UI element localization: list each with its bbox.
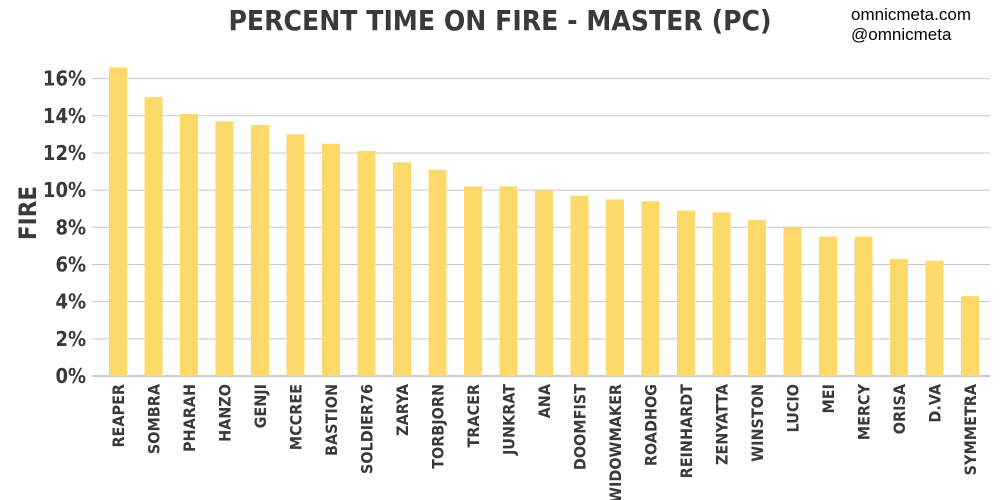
x-tick-label: ZENYATTA [713,383,732,465]
y-tick-label: 6% [55,252,86,276]
x-tick-label: PHARAH [180,384,199,452]
x-tick-label: WIDOWMAKER [606,384,625,500]
bar-mei [819,236,837,376]
bar-zarya [393,162,411,376]
y-tick-labels: 0% 2% 4% 6% 8% 10% 12% 14% 16% [43,67,86,388]
bar-d-va [925,260,944,376]
bar-reinhardt [677,210,695,376]
x-tick-label: DOOMFIST [571,384,590,470]
watermark-handle: @omnicmeta [851,25,952,44]
y-tick-label: 2% [55,327,86,351]
bar-widowmaker [606,199,624,376]
x-tick-label: WINSTON [748,384,767,462]
x-tick-label: ANA [535,383,554,418]
watermark-site: omnicmeta.com [851,5,971,24]
bar-junkrat [499,186,518,376]
x-tick-label: MERCY [855,383,874,440]
x-tick-label: D.VA [926,383,945,422]
y-tick-label: 0% [55,364,86,388]
y-tick-label: 16% [43,67,86,91]
bar-soldier76 [357,151,376,376]
bar-reaper [109,67,127,376]
chart-title: PERCENT TIME ON FIRE - MASTER (PC) [228,4,771,37]
x-tick-label: MCCREE [287,384,306,450]
bar-torbjorn [428,169,447,376]
y-tick-label: 12% [43,141,86,165]
bar-hanzo [215,121,234,376]
x-tick-label: BASTION [322,384,341,456]
x-tick-label: GENJI [251,384,270,428]
x-tick-label: SOMBRA [145,383,164,454]
bars [109,67,979,377]
bar-bastion [322,143,340,376]
x-tick-label: ROADHOG [642,384,661,466]
x-tick-label: TRACER [464,384,483,448]
x-tick-label: ORISA [890,383,909,434]
x-tick-labels: REAPER SOMBRA PHARAH HANZO GENJI MCCREE BASTIO… [109,383,980,500]
x-tick-label: HANZO [216,384,235,442]
bar-symmetra [961,296,979,376]
x-tick-label: MEI [819,384,838,414]
bar-ana [535,190,553,376]
bar-tracer [464,186,482,376]
x-tick-label: TORBJORN [429,384,448,469]
y-axis-label: FIRE [14,186,42,240]
bar-genji [251,125,269,376]
bar-winston [748,219,766,376]
y-tick-label: 10% [43,178,86,202]
x-tick-label: JUNKRAT [500,384,519,456]
x-tick-label: SOLDIER76 [358,384,377,474]
x-tick-label: LUCIO [784,384,803,432]
y-tick-label: 14% [43,104,86,128]
bar-pharah [180,113,198,376]
bar-zenyatta [712,212,731,376]
y-tick-label: 8% [55,215,86,239]
bar-sombra [144,97,163,377]
bar-orisa [890,258,908,376]
bar-roadhog [641,201,660,376]
bar-mccree [286,134,305,376]
x-tick-label: SYMMETRA [961,383,980,475]
x-tick-label: ZARYA [393,383,412,436]
bar-doomfist [570,195,589,376]
bar-lucio [783,227,802,376]
x-tick-label: REAPER [109,384,128,448]
y-tick-label: 4% [55,290,86,314]
x-tick-label: REINHARDT [677,384,696,479]
bar-mercy [854,236,873,376]
